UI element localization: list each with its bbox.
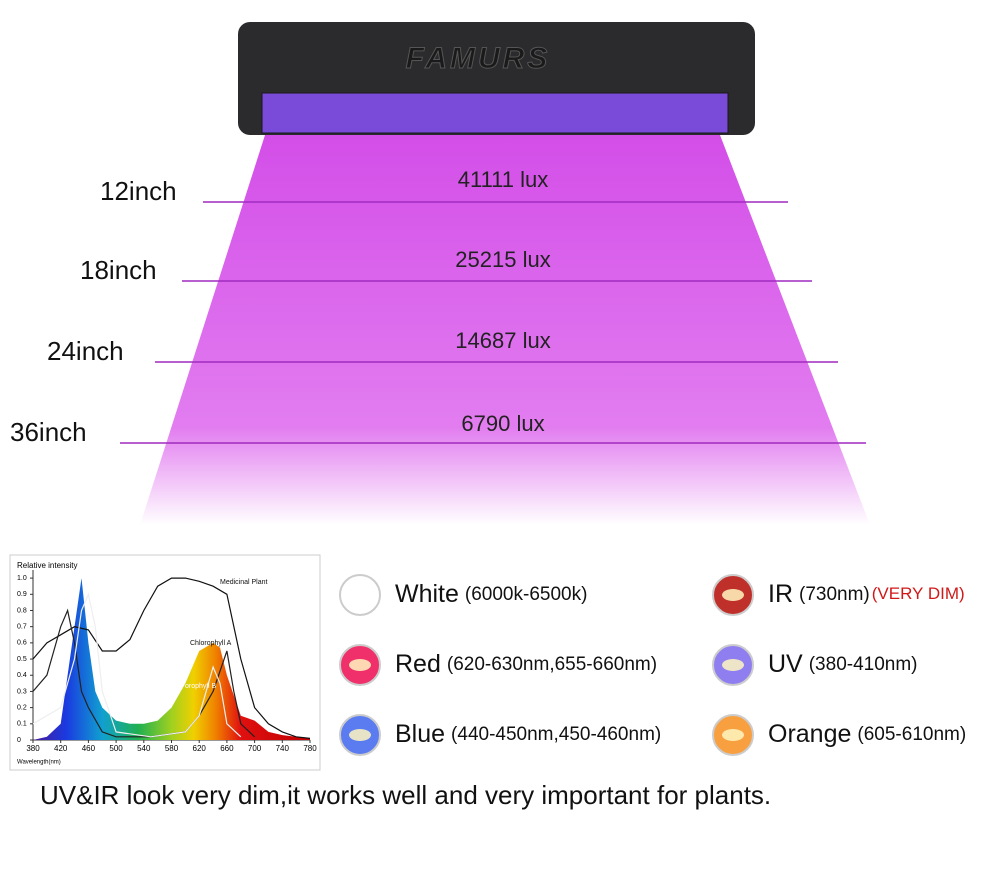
distance-label: 24inch [47,336,124,366]
led-detail: (440-450nm,450-460nm) [451,724,661,745]
led-detail: (730nm) [799,584,870,605]
series-label: orophyll B [185,683,216,690]
led-note: (VERY DIM) [872,584,965,603]
footer: UV&IR look very dim,it works well and ve… [40,780,771,810]
led-name: UV (380-410nm) [768,650,918,678]
x-tick-label: 580 [165,744,179,753]
x-tick-label: 500 [109,744,123,753]
series-label: Chlorophyll A [190,640,232,647]
distance-label: 18inch [80,255,157,285]
lux-value: 41111 lux [458,167,549,192]
x-tick-label: 460 [82,744,96,753]
x-tick-label: 660 [220,744,234,753]
led-name-text: White [395,580,459,608]
led-icon-core [722,729,744,741]
x-tick-label: 420 [54,744,68,753]
lux-value: 14687 lux [455,328,550,353]
series-label: Medicinal Plant [220,579,268,586]
y-tick-label: 0.6 [17,640,27,647]
led-name: Blue (440-450nm,450-460nm) [395,720,661,748]
y-tick-label: 0.7 [17,624,27,631]
x-tick-label: 620 [193,744,207,753]
led-name: White (6000k-6500k) [395,580,587,608]
led-icon-core [349,589,371,601]
spectrum-line [32,608,256,738]
y-tick-label: 0.8 [17,607,27,614]
y-tick-label: 0.5 [17,656,27,663]
led-name: IR (730nm) (VERY DIM) [768,580,965,608]
x-tick-label: 540 [137,744,151,753]
led-name-text: UV [768,650,803,678]
led-spectrum [33,578,310,740]
led-detail: (380-410nm) [809,654,918,675]
y-tick-label: 0.9 [17,591,27,598]
brand: FAMURS [406,42,551,75]
led-name-text: Orange [768,720,851,748]
led-icon-core [349,729,371,741]
y-tick-label: 0.2 [17,704,27,711]
led-name: Red (620-630nm,655-660nm) [395,650,657,678]
distance-chart: 12inch 41111 lux 18inch 25215 lux 24inch 1468… [10,167,866,447]
x-tick-label: 700 [248,744,262,753]
x-axis-label: Wavelength(nm) [17,760,61,766]
y-tick-label: 0.1 [17,721,27,728]
x-tick-label: 780 [303,744,317,753]
y-axis-label: Relative intensity [17,561,77,570]
lux-value: 6790 lux [461,411,544,436]
led-detail: (620-630nm,655-660nm) [447,654,657,675]
x-tick-label: 740 [276,744,290,753]
distance-label: 12inch [100,176,177,206]
y-tick-label: 0.4 [17,672,27,679]
y-tick-label: 0.3 [17,688,27,695]
distance-label: 36inch [10,417,87,447]
led-legend: White (6000k-6500k) IR (730nm) (VERY DIM) Red… [339,574,966,756]
spectrum-chart: Relative intensity Wavelength(nm) 0 0.1 0.2 0… [17,561,317,765]
y-tick-label: 1.0 [17,575,27,582]
x-tick-label: 380 [26,744,40,753]
led-detail: (605-610nm) [857,724,966,745]
led-name-text: Red [395,650,441,678]
led-name-text: Blue [395,720,445,748]
light-beam [140,135,870,525]
led-icon-core [722,659,744,671]
led-icon-core [722,589,744,601]
lux-value: 25215 lux [455,247,550,272]
led-detail: (6000k-6500k) [465,584,588,605]
led-name-text: IR [768,580,793,608]
lamp: FAMURS [238,22,755,135]
spectrum-line [32,592,242,738]
y-tick-label: 0 [17,737,21,744]
led-name: Orange (605-610nm) [768,720,966,748]
led-icon-core [349,659,371,671]
